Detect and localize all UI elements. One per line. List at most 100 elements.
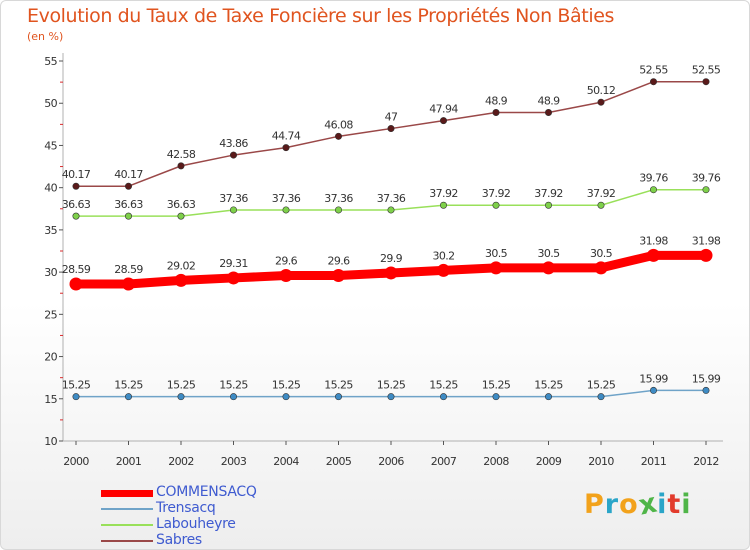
data-point-labouheyre — [230, 206, 238, 214]
y-tick-label: 45 — [44, 139, 57, 152]
data-label-commensacq: 28.59 — [114, 263, 143, 276]
data-point-sabres — [387, 125, 395, 133]
data-label-sabres: 48.9 — [537, 95, 560, 108]
data-label-trensacq: 15.25 — [167, 379, 196, 392]
data-point-commensacq — [227, 271, 240, 285]
y-axis-unit-label: (en %) — [27, 30, 64, 43]
data-point-labouheyre — [649, 186, 657, 194]
data-point-commensacq — [122, 277, 135, 291]
data-label-labouheyre: 36.63 — [167, 198, 196, 211]
y-tick-label: 30 — [44, 266, 57, 279]
legend-swatch — [101, 508, 153, 510]
data-point-trensacq — [334, 393, 342, 401]
data-label-sabres: 52.55 — [692, 64, 721, 77]
data-point-trensacq — [439, 393, 447, 401]
data-point-sabres — [72, 182, 80, 190]
data-point-labouheyre — [492, 201, 500, 209]
data-label-trensacq: 15.25 — [114, 379, 143, 392]
legend-swatch — [101, 489, 153, 497]
x-tick-label: 2001 — [116, 455, 142, 468]
data-point-trensacq — [125, 393, 133, 401]
data-point-sabres — [439, 117, 447, 125]
data-point-commensacq — [594, 261, 608, 275]
x-tick-label: 2002 — [168, 455, 194, 468]
data-label-labouheyre: 37.36 — [219, 192, 248, 205]
x-tick-label: 2004 — [273, 455, 299, 468]
y-tick-label: 35 — [44, 224, 57, 237]
data-point-trensacq — [544, 393, 552, 401]
data-point-labouheyre — [439, 201, 447, 209]
y-tick-label: 20 — [44, 351, 57, 364]
y-tick-label: 10 — [44, 435, 57, 448]
data-point-commensacq — [332, 268, 345, 282]
data-label-sabres: 40.17 — [62, 168, 91, 181]
data-point-commensacq — [69, 277, 83, 291]
series-line-sabres — [75, 80, 707, 187]
x-tick-label: 2012 — [693, 455, 719, 468]
data-label-trensacq: 15.25 — [324, 379, 353, 392]
data-point-commensacq — [647, 248, 660, 262]
data-label-sabres: 50.12 — [587, 84, 616, 97]
data-label-trensacq: 15.99 — [639, 372, 668, 385]
data-label-commensacq: 30.5 — [485, 247, 508, 260]
data-label-sabres: 43.86 — [219, 137, 248, 150]
data-label-sabres: 47 — [385, 111, 398, 124]
data-label-trensacq: 15.25 — [587, 379, 616, 392]
data-label-labouheyre: 37.92 — [587, 187, 616, 200]
data-point-labouheyre — [334, 206, 342, 214]
data-point-labouheyre — [387, 206, 395, 214]
data-point-labouheyre — [544, 201, 552, 209]
data-point-commensacq — [384, 266, 398, 280]
data-point-sabres — [230, 151, 238, 159]
data-label-labouheyre: 39.76 — [639, 172, 668, 185]
data-point-trensacq — [282, 393, 290, 401]
legend-label: Trensacq — [156, 500, 216, 516]
x-tick-label: 2005 — [326, 455, 352, 468]
data-point-trensacq — [387, 393, 395, 401]
data-label-sabres: 42.58 — [167, 148, 196, 161]
data-label-trensacq: 15.25 — [219, 379, 248, 392]
data-point-trensacq — [177, 393, 185, 401]
data-point-sabres — [597, 98, 605, 106]
chart-title: Evolution du Taux de Taxe Foncière sur l… — [27, 5, 615, 27]
data-label-commensacq: 30.5 — [537, 247, 560, 260]
logo-letter: i — [657, 489, 668, 520]
data-point-labouheyre — [702, 186, 710, 194]
data-point-trensacq — [649, 386, 657, 394]
legend-label: Labouheyre — [156, 516, 236, 532]
data-label-sabres: 46.08 — [324, 118, 353, 131]
logo-letter: r — [604, 489, 620, 520]
data-label-commensacq: 29.02 — [167, 259, 196, 272]
data-label-commensacq: 29.31 — [219, 257, 248, 270]
data-point-labouheyre — [72, 212, 80, 220]
data-point-trensacq — [702, 386, 710, 394]
logo-letter: P — [584, 489, 605, 520]
data-point-commensacq — [489, 261, 503, 275]
data-point-sabres — [544, 109, 552, 117]
data-label-commensacq: 28.59 — [62, 263, 91, 276]
data-label-trensacq: 15.25 — [534, 379, 563, 392]
logo-letter: t — [667, 489, 682, 520]
data-point-commensacq — [437, 263, 450, 277]
data-label-labouheyre: 37.92 — [482, 187, 511, 200]
legend-swatch — [101, 524, 153, 526]
data-label-trensacq: 15.25 — [62, 379, 91, 392]
data-label-trensacq: 15.25 — [272, 379, 301, 392]
data-label-sabres: 47.94 — [429, 103, 458, 116]
data-label-commensacq: 29.9 — [380, 252, 403, 265]
data-point-labouheyre — [282, 206, 290, 214]
data-label-sabres: 52.55 — [639, 64, 668, 77]
data-point-commensacq — [699, 248, 713, 262]
data-label-trensacq: 15.25 — [429, 379, 458, 392]
data-label-commensacq: 31.98 — [639, 234, 668, 247]
data-point-trensacq — [597, 393, 605, 401]
data-label-labouheyre: 37.92 — [429, 187, 458, 200]
data-point-labouheyre — [125, 212, 133, 220]
data-label-sabres: 44.74 — [272, 130, 301, 143]
y-tick-label: 40 — [44, 182, 57, 195]
data-point-sabres — [177, 162, 185, 170]
logo-letter: o — [619, 489, 639, 520]
data-label-trensacq: 15.25 — [377, 379, 406, 392]
data-label-trensacq: 15.25 — [482, 379, 511, 392]
